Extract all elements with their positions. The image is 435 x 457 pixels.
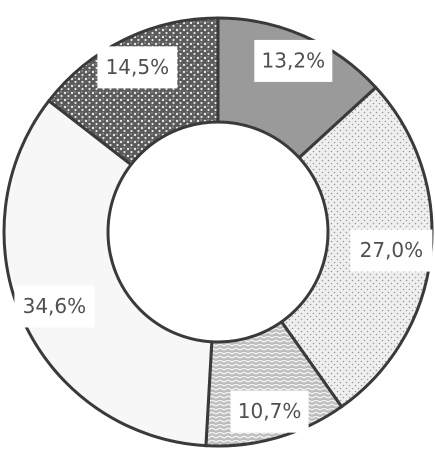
labels-layer: 13,2% 27,0% 10,7% 34,6% 14,5% [14, 39, 433, 433]
slice-label-box-2 [350, 229, 433, 272]
slice-label-box-5 [97, 46, 178, 89]
slice-label-2: 27,0% [360, 238, 424, 262]
slice-label-5: 14,5% [106, 55, 170, 79]
slice-label-box-3 [230, 390, 309, 433]
slice-label-3: 10,7% [238, 399, 302, 423]
slice-label-box-4 [14, 285, 95, 328]
slice-label-1: 13,2% [262, 48, 326, 72]
donut-hole [106, 120, 330, 344]
slice-label-box-1 [254, 39, 333, 82]
slice-label-4: 34,6% [23, 294, 87, 318]
